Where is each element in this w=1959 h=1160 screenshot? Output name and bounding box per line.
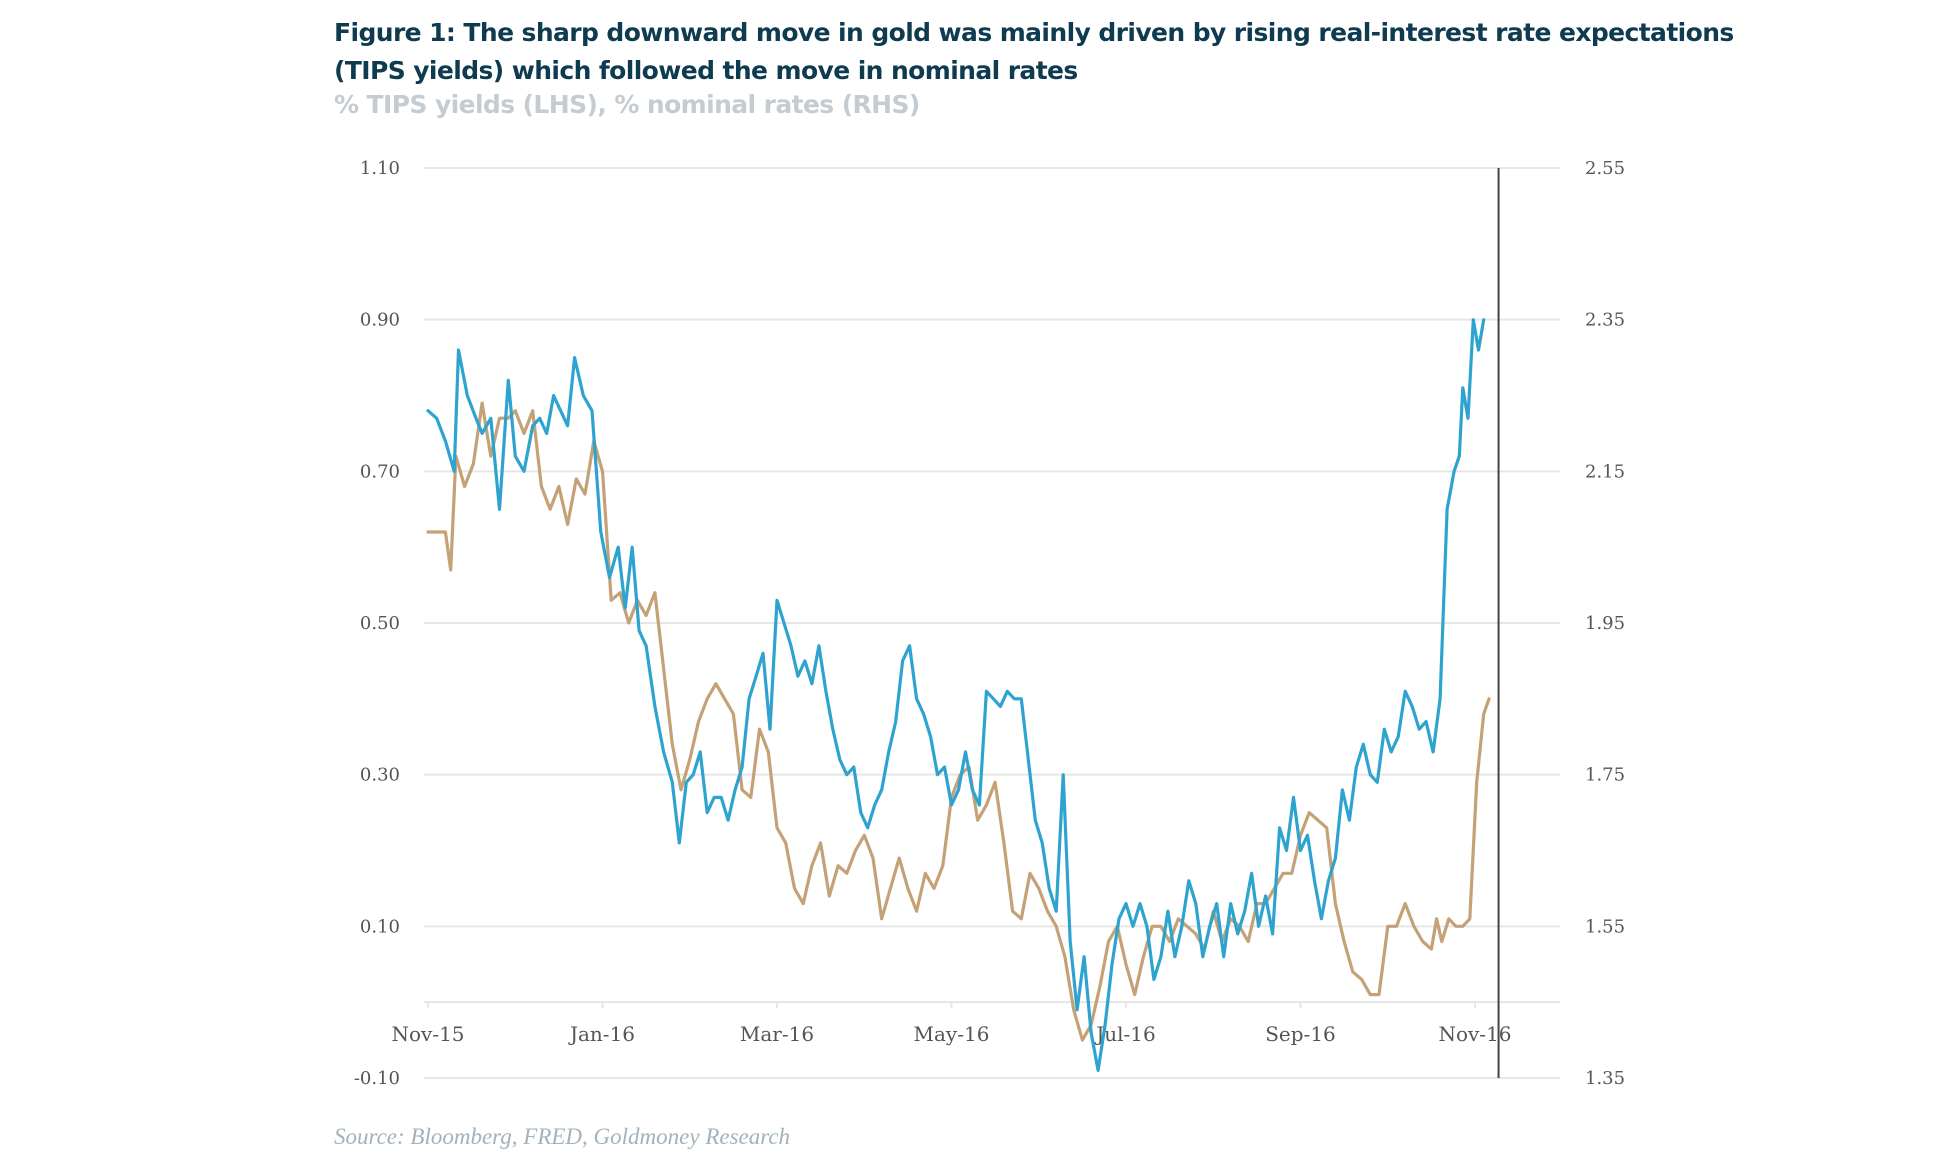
y-tick-label-right: 2.15 [1585,461,1625,482]
y-tick-label-left: 0.30 [360,765,400,786]
x-tick-label: Nov-15 [391,1022,464,1046]
y-tick-label-right: 1.95 [1585,613,1625,634]
series-lines [426,318,1491,1073]
y-tick-label-left: 0.50 [360,613,400,634]
x-tick-label: Nov-16 [1438,1022,1511,1046]
series-line-nominal-rates [426,401,1491,1042]
y-tick-label-left: 0.70 [360,461,400,482]
x-axis: Nov-15 Jan-16 Mar-16 May-16 Jul-16 Sep-16 Nov-… [391,1002,1512,1046]
source-note: Source: Bloomberg, FRED, Goldmoney Resea… [334,1124,791,1149]
chart-title: Figure 1: The sharp downward move in gol… [334,18,1734,85]
y-axis-left: -0.10 0.10 0.30 0.50 0.70 0.90 1.10 [354,158,400,1089]
y-tick-label-left: 1.10 [360,158,400,179]
gridlines [424,167,1560,1079]
y-tick-label-left: 0.10 [360,916,400,937]
y-tick-label-right: 2.35 [1585,310,1625,331]
series-line-tips-yields [426,318,1486,1073]
chart-subtitle: % TIPS yields (LHS), % nominal rates (RH… [334,90,920,119]
x-tick-label: Sep-16 [1265,1022,1336,1046]
y-tick-label-right: 1.35 [1585,1068,1625,1089]
y-tick-label-left: -0.10 [354,1068,400,1089]
y-axis-right: 1.35 1.55 1.75 1.95 2.15 2.35 2.55 [1585,158,1625,1089]
y-tick-label-right: 1.75 [1585,765,1625,786]
x-tick-label: Mar-16 [740,1022,814,1046]
y-tick-label-right: 2.55 [1585,158,1625,179]
y-tick-label-right: 1.55 [1585,916,1625,937]
x-tick-label: May-16 [914,1022,990,1046]
x-tick-label: Jan-16 [568,1022,635,1046]
y-tick-label-left: 0.90 [360,310,400,331]
